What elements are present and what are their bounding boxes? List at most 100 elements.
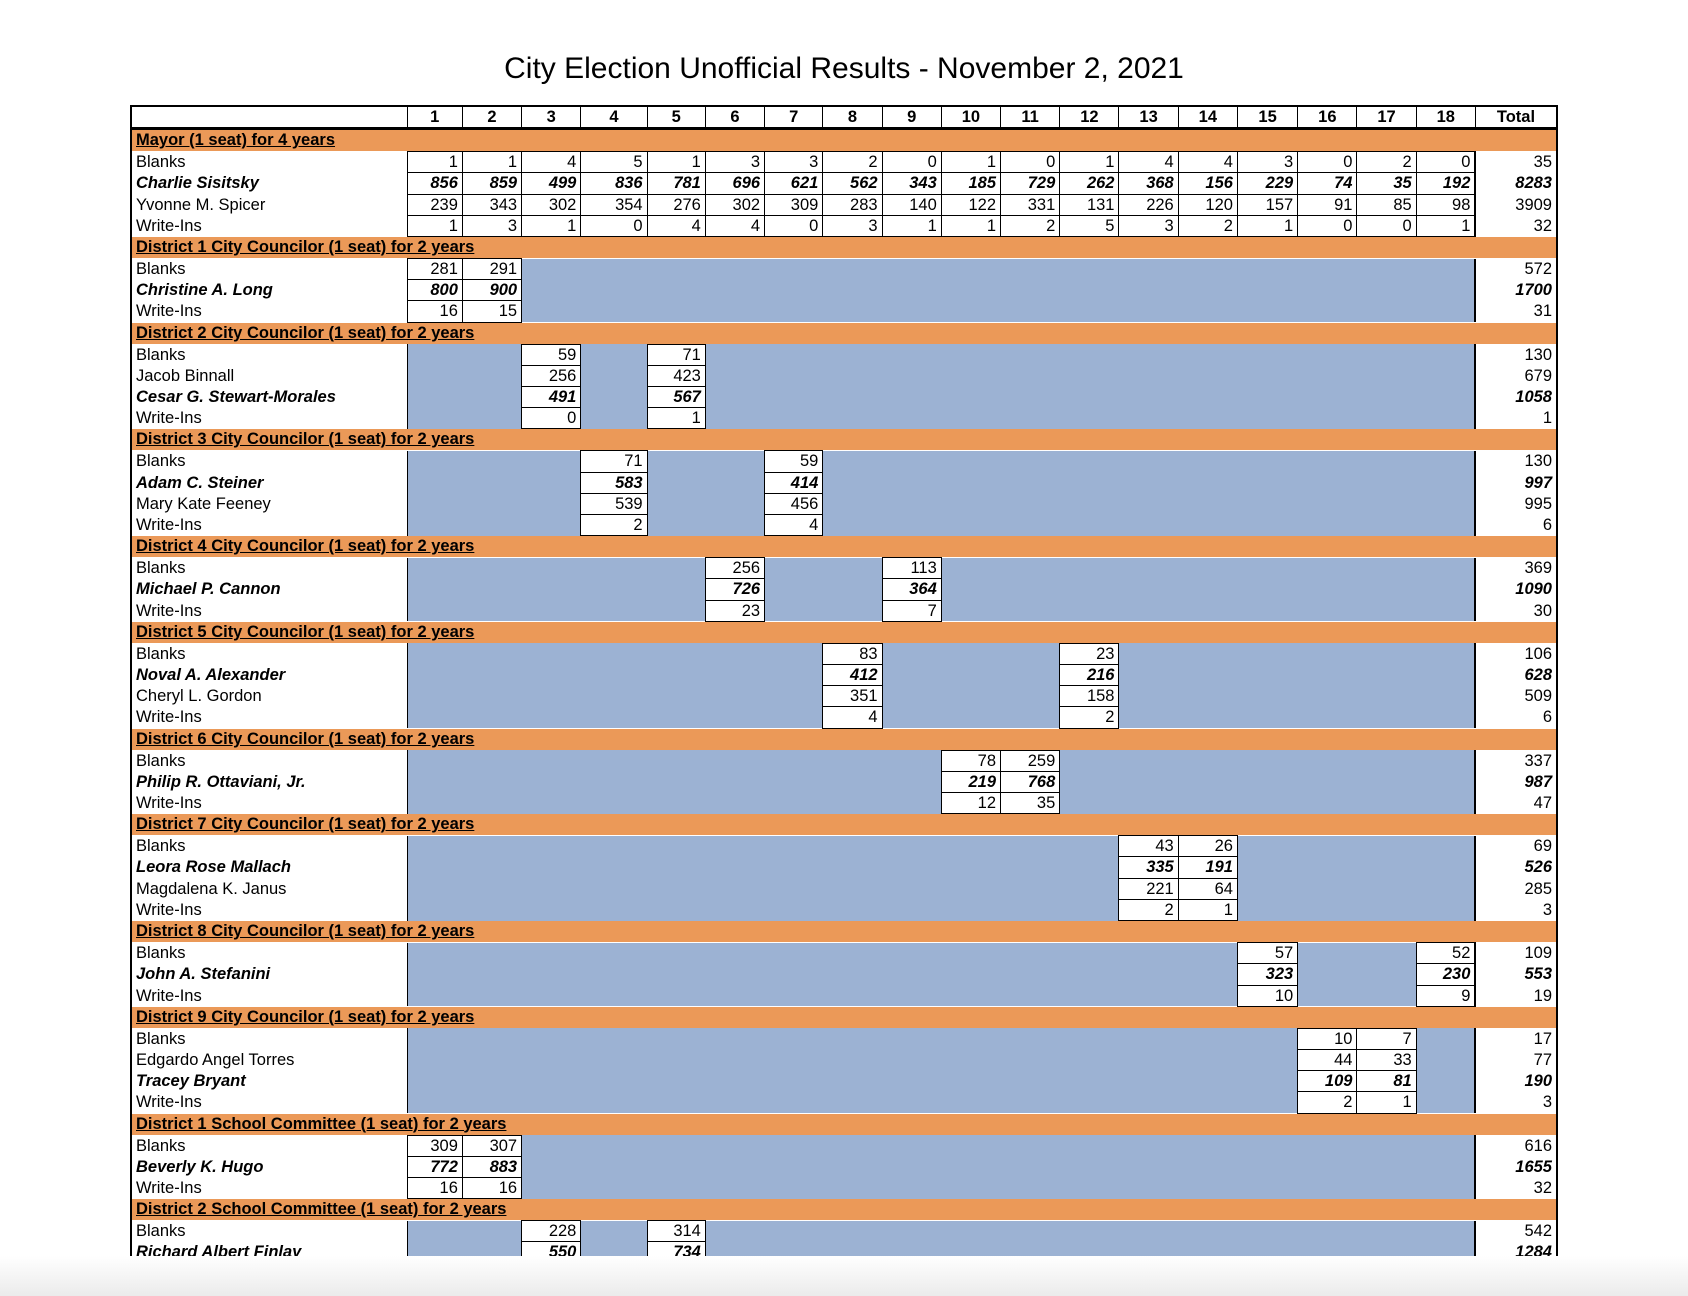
vote-count: 302 xyxy=(704,193,766,216)
empty-cell xyxy=(822,279,883,301)
empty-cell xyxy=(1118,557,1179,579)
empty-cell xyxy=(1416,706,1476,729)
empty-cell xyxy=(1000,514,1060,536)
vote-count: 74 xyxy=(1297,172,1358,195)
empty-cell xyxy=(941,878,1001,900)
empty-cell xyxy=(1059,300,1119,323)
column-header-precinct: 14 xyxy=(1177,105,1238,131)
empty-cell xyxy=(647,472,706,494)
empty-cell xyxy=(882,279,942,301)
empty-cell xyxy=(1416,407,1476,429)
empty-cell xyxy=(647,493,706,515)
vote-count: 1 xyxy=(646,151,706,174)
empty-cell xyxy=(882,750,942,772)
empty-cell xyxy=(647,643,706,665)
empty-cell xyxy=(941,557,1001,579)
empty-cell xyxy=(1000,258,1060,280)
total-count: 31 xyxy=(1474,300,1557,323)
empty-cell xyxy=(1297,985,1357,1007)
empty-cell xyxy=(882,1177,942,1199)
empty-cell xyxy=(705,664,765,686)
empty-cell xyxy=(1416,472,1476,494)
column-header-precinct: 12 xyxy=(1059,105,1120,131)
vote-count: 10 xyxy=(1236,984,1299,1007)
vote-count: 15 xyxy=(461,300,523,323)
empty-cell xyxy=(822,878,883,900)
vote-count: 1 xyxy=(940,214,1002,238)
empty-cell xyxy=(1297,472,1357,494)
empty-cell xyxy=(1297,365,1357,387)
empty-cell xyxy=(1416,856,1476,879)
empty-cell xyxy=(1416,450,1476,473)
bottom-bar xyxy=(0,1256,1688,1296)
empty-cell xyxy=(407,771,463,793)
empty-cell xyxy=(521,706,581,729)
empty-cell xyxy=(1059,1220,1119,1242)
vote-count: 1 xyxy=(1177,898,1238,922)
empty-cell xyxy=(882,942,942,964)
vote-count: 140 xyxy=(881,193,942,216)
empty-cell xyxy=(1059,1049,1119,1071)
section-title: District 7 City Councilor (1 seat) for 2… xyxy=(136,815,475,834)
empty-cell xyxy=(1416,878,1476,900)
empty-cell xyxy=(1416,1220,1476,1242)
empty-cell xyxy=(1356,942,1417,964)
empty-cell xyxy=(764,1220,823,1242)
candidate-row: Write-Ins 10 9 19 xyxy=(131,984,1557,1007)
vote-count: 1 xyxy=(1059,151,1120,174)
candidate-row: Write-Ins 23 7 30 xyxy=(131,599,1557,622)
candidate-row: Adam C. Steiner 583 414 997 xyxy=(131,471,1557,494)
empty-cell xyxy=(462,386,522,408)
empty-cell xyxy=(1297,450,1357,473)
empty-cell xyxy=(1000,472,1060,494)
empty-cell xyxy=(1000,1049,1060,1071)
empty-cell xyxy=(1000,493,1060,515)
empty-cell xyxy=(521,514,581,536)
vote-count: 414 xyxy=(764,471,824,494)
empty-cell xyxy=(1297,878,1357,900)
empty-cell xyxy=(1356,1220,1417,1242)
candidate-name: Magdalena K. Janus xyxy=(131,878,408,900)
empty-cell xyxy=(1000,1135,1060,1157)
candidate-row: Philip R. Ottaviani, Jr. 219 768 987 xyxy=(131,770,1557,794)
candidate-row: Write-Ins 2 1 3 xyxy=(131,1091,1557,1114)
candidate-name: Yvonne M. Spicer xyxy=(131,194,408,216)
empty-cell xyxy=(1059,557,1119,579)
section-header-row: District 1 City Councilor (1 seat) for 2… xyxy=(131,236,1557,259)
vote-count: 276 xyxy=(646,193,706,216)
vote-count: 1 xyxy=(461,151,523,174)
empty-cell xyxy=(1297,942,1357,964)
candidate-row: Tracey Bryant 109 81 190 xyxy=(131,1070,1557,1093)
empty-cell xyxy=(705,771,765,793)
empty-cell xyxy=(407,450,463,473)
empty-cell xyxy=(647,985,706,1007)
total-count: 109 xyxy=(1474,942,1557,964)
empty-cell xyxy=(941,1091,1001,1114)
empty-cell xyxy=(1297,685,1357,707)
empty-cell xyxy=(1356,643,1417,665)
candidate-name: Blanks xyxy=(131,344,408,366)
empty-cell xyxy=(1178,1091,1238,1114)
empty-cell xyxy=(1356,792,1417,814)
empty-cell xyxy=(521,985,581,1007)
empty-cell xyxy=(882,407,942,429)
vote-count: 113 xyxy=(881,557,942,580)
empty-cell xyxy=(580,664,648,686)
empty-cell xyxy=(462,578,522,601)
section-header-cell: District 5 City Councilor (1 seat) for 2… xyxy=(131,621,1557,644)
empty-cell xyxy=(882,1070,942,1092)
empty-cell xyxy=(580,1049,648,1071)
empty-cell xyxy=(407,685,463,707)
vote-count: 0 xyxy=(521,407,582,430)
empty-cell xyxy=(882,386,942,408)
empty-cell xyxy=(647,835,706,857)
empty-cell xyxy=(521,792,581,814)
empty-cell xyxy=(764,963,823,985)
section-header-row: Mayor (1 seat) for 4 years xyxy=(131,128,1557,152)
vote-count: 228 xyxy=(521,1220,582,1243)
empty-cell xyxy=(462,835,522,857)
empty-cell xyxy=(1178,1135,1238,1157)
empty-cell xyxy=(1118,365,1179,387)
empty-cell xyxy=(822,1091,883,1114)
empty-cell xyxy=(1416,514,1476,536)
